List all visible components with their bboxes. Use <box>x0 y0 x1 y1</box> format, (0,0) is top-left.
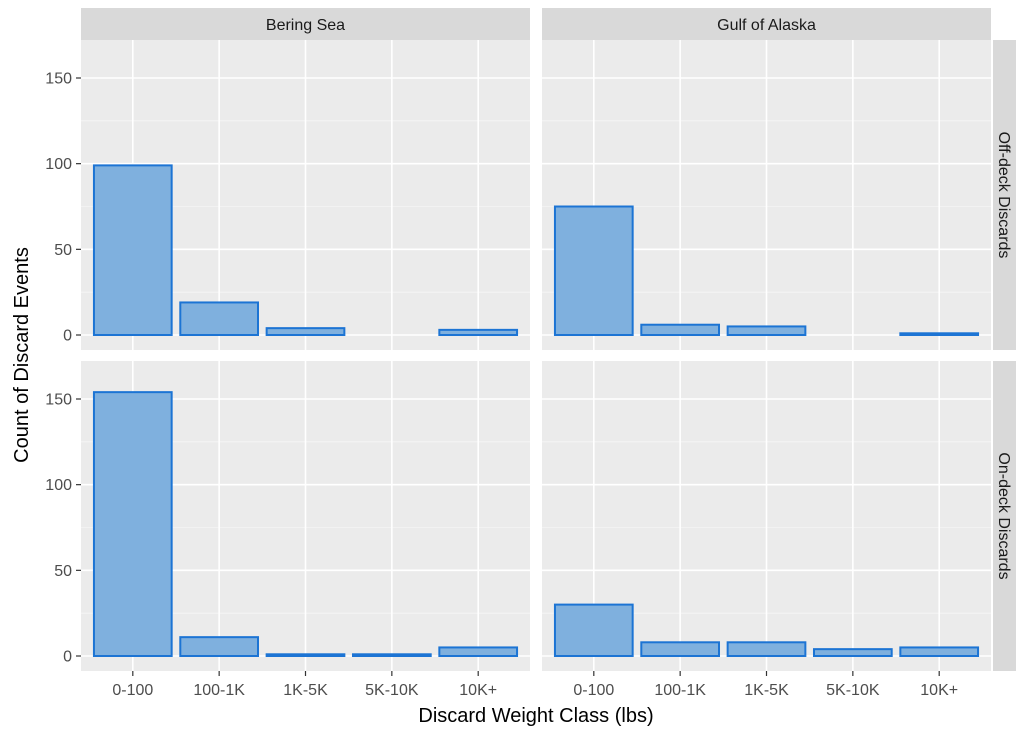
y-tick-label: 50 <box>54 242 72 259</box>
row-strip-label: Off-deck Discards <box>995 132 1012 259</box>
row-strip-label: On-deck Discards <box>995 452 1012 579</box>
column-strip <box>81 8 530 40</box>
x-axis-title: Discard Weight Class (lbs) <box>418 705 653 727</box>
x-tick-label: 5K-10K <box>365 682 419 699</box>
x-tick-label: 10K+ <box>459 682 497 699</box>
y-axis-title: Count of Discard Events <box>11 247 33 463</box>
bar-gulf-of-alaska-off-deck-discards-4 <box>899 332 980 336</box>
x-tick-label: 1K-5K <box>744 682 789 699</box>
bar-gulf-of-alaska-off-deck-discards-1 <box>640 323 721 337</box>
y-tick-label: 150 <box>45 392 72 409</box>
row-strip <box>993 361 1016 671</box>
x-tick-label: 0-100 <box>573 682 614 699</box>
column-strip-label: Bering Sea <box>266 17 345 34</box>
y-tick-label: 0 <box>63 649 72 666</box>
bar-bering-sea-on-deck-discards-4 <box>438 646 519 658</box>
x-tick-label: 10K+ <box>920 682 958 699</box>
bar-bering-sea-on-deck-discards-3 <box>351 653 432 658</box>
bar-gulf-of-alaska-off-deck-discards-0 <box>553 205 634 336</box>
bar-gulf-of-alaska-on-deck-discards-1 <box>640 641 721 658</box>
bar-bering-sea-on-deck-discards-0 <box>92 391 173 657</box>
bar-gulf-of-alaska-on-deck-discards-2 <box>726 641 807 658</box>
column-strip-label: Gulf of Alaska <box>717 17 816 34</box>
bar-bering-sea-off-deck-discards-4 <box>438 328 519 336</box>
x-tick-label: 0-100 <box>112 682 153 699</box>
y-tick-label: 150 <box>45 71 72 88</box>
y-tick-label: 100 <box>45 477 72 494</box>
bar-gulf-of-alaska-off-deck-discards-2 <box>726 325 807 336</box>
y-tick-label: 50 <box>54 563 72 580</box>
y-tick-label: 100 <box>45 156 72 173</box>
bar-bering-sea-on-deck-discards-1 <box>179 636 260 657</box>
x-tick-label: 100-1K <box>193 682 245 699</box>
x-tick-label: 100-1K <box>654 682 706 699</box>
bar-bering-sea-off-deck-discards-0 <box>92 164 173 336</box>
x-tick-label: 1K-5K <box>283 682 328 699</box>
bar-gulf-of-alaska-on-deck-discards-3 <box>812 648 893 658</box>
bar-bering-sea-on-deck-discards-2 <box>265 653 346 658</box>
row-strip <box>993 40 1016 350</box>
x-tick-label: 5K-10K <box>826 682 880 699</box>
column-strip <box>542 8 991 40</box>
bar-gulf-of-alaska-on-deck-discards-4 <box>899 646 980 658</box>
bar-gulf-of-alaska-on-deck-discards-0 <box>553 603 634 657</box>
bar-bering-sea-off-deck-discards-1 <box>179 301 260 336</box>
bar-bering-sea-off-deck-discards-2 <box>265 327 346 337</box>
y-tick-label: 0 <box>63 328 72 345</box>
